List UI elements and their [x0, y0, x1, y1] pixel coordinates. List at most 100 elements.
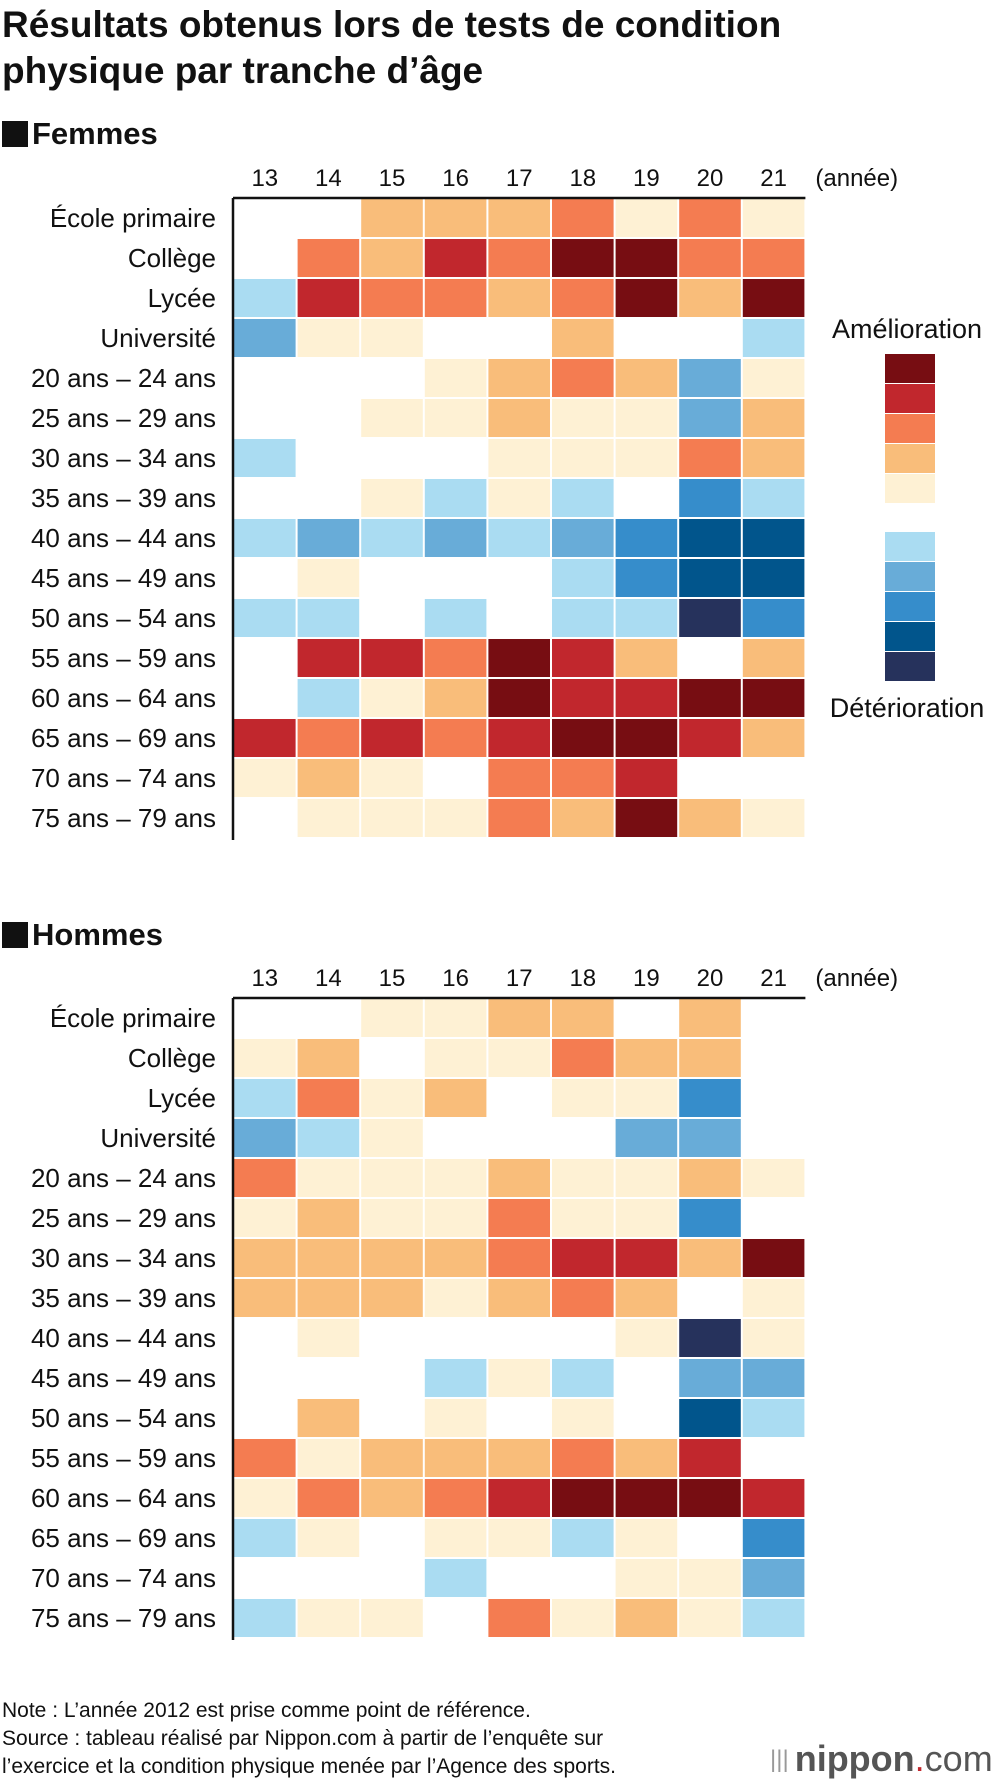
heatmap-cell — [742, 799, 805, 837]
heatmap-cell — [679, 999, 741, 1037]
x-tick-label: 21 — [760, 965, 787, 992]
heatmap-cell — [234, 719, 296, 757]
heatmap-cell — [297, 359, 360, 397]
legend-swatch — [885, 354, 935, 383]
heatmap-cell — [424, 679, 487, 717]
heatmap-cell — [552, 759, 614, 797]
heatmap-cell — [297, 679, 360, 717]
heatmap-cell — [297, 1519, 360, 1557]
heatmap-cell — [488, 1359, 550, 1397]
heatmap-cell — [361, 759, 423, 797]
note-text: Note : L’année 2012 est prise comme poin… — [2, 1699, 531, 1722]
heatmap-cell — [297, 1159, 360, 1197]
heatmap-cell — [424, 999, 487, 1037]
heatmap-cell — [488, 519, 550, 557]
heatmap-cell — [234, 1399, 296, 1437]
heatmap-cell — [424, 479, 487, 517]
heatmap-cell — [742, 1559, 805, 1597]
heatmap-cell — [615, 399, 678, 437]
heatmap-cell — [297, 759, 360, 797]
heatmap-cell — [488, 1399, 550, 1437]
heatmap-hommes: 13 14 15 16 17 18 19 20 21 (année) École primaire C… — [31, 965, 898, 1640]
heatmap-cell — [742, 1519, 805, 1557]
logo-bars-icon: ||| — [770, 1746, 789, 1773]
heatmap-cell — [615, 1199, 678, 1237]
heatmap-cell — [297, 719, 360, 757]
heatmap-cell — [488, 1039, 550, 1077]
heatmap-cell — [234, 479, 296, 517]
heatmap-cell — [361, 1599, 423, 1637]
heatmap-cell — [615, 1239, 678, 1277]
heatmap-cell — [488, 1079, 550, 1117]
heatmap-cell — [297, 279, 360, 317]
heatmap-femmes: 13 14 15 16 17 18 19 20 21 (année) École primaire C… — [31, 165, 898, 840]
heatmap-cell — [234, 1479, 296, 1517]
heatmap-cell — [488, 999, 550, 1037]
y-tick-label: 55 ans – 59 ans — [31, 643, 216, 673]
heatmap-cell — [742, 1439, 805, 1477]
heatmap-cell — [615, 1319, 678, 1357]
legend-deterioration-label: Détérioration — [830, 693, 985, 723]
heatmap-cell — [234, 399, 296, 437]
heatmap-cell — [361, 1039, 423, 1077]
heatmap-cell — [297, 559, 360, 597]
logo-main: nippon — [794, 1738, 915, 1779]
heatmap-cell — [742, 239, 805, 277]
y-tick-label: 75 ans – 79 ans — [31, 803, 216, 833]
heatmap-cell — [742, 199, 805, 237]
heatmap-cell — [297, 1399, 360, 1437]
heatmap-cell — [615, 1439, 678, 1477]
heatmap-cell — [742, 639, 805, 677]
heatmap-cell — [679, 1119, 741, 1157]
heatmap-cell — [361, 1319, 423, 1357]
heatmap-cell — [488, 399, 550, 437]
heatmap-cell — [552, 359, 614, 397]
heatmap-cell — [488, 1159, 550, 1197]
heatmap-cell — [679, 279, 741, 317]
heatmap-cell — [615, 999, 678, 1037]
heatmap-cell — [742, 1599, 805, 1637]
y-tick-label: 40 ans – 44 ans — [31, 1323, 216, 1353]
heatmap-cell — [615, 1399, 678, 1437]
source-line-1: Source : tableau réalisé par Nippon.com … — [2, 1727, 604, 1750]
y-tick-label: École primaire — [50, 203, 216, 233]
heatmap-cell — [234, 239, 296, 277]
heatmap-cell — [488, 479, 550, 517]
heatmap-cell — [297, 199, 360, 237]
heatmap-cell — [679, 439, 741, 477]
heatmap-cell — [424, 799, 487, 837]
heatmap-cell — [424, 719, 487, 757]
heatmap-cell — [488, 679, 550, 717]
heatmap-cell — [297, 239, 360, 277]
heatmap-cell — [615, 1519, 678, 1557]
heatmap-cell — [297, 1479, 360, 1517]
heatmap-cell — [488, 1439, 550, 1477]
y-tick-label: 75 ans – 79 ans — [31, 1603, 216, 1633]
heatmap-cell — [424, 759, 487, 797]
heatmap-cell — [552, 1359, 614, 1397]
heatmap-cell — [615, 239, 678, 277]
heatmap-cell — [297, 399, 360, 437]
heatmap-cell — [361, 799, 423, 837]
heatmap-cell — [488, 279, 550, 317]
heatmap-cell — [742, 1279, 805, 1317]
heatmap-cell — [488, 1119, 550, 1157]
heatmap-cell — [361, 359, 423, 397]
heatmap-cell — [234, 319, 296, 357]
heatmap-cell — [424, 1519, 487, 1557]
heatmap-cell — [615, 679, 678, 717]
heatmap-cell — [361, 639, 423, 677]
heatmap-cell — [361, 1439, 423, 1477]
heatmap-cell — [552, 399, 614, 437]
heatmap-cell — [297, 599, 360, 637]
heatmap-cell — [552, 1559, 614, 1597]
heatmap-cell — [742, 439, 805, 477]
heatmap-cell — [679, 719, 741, 757]
x-tick-label: 15 — [379, 965, 406, 992]
heatmap-cell — [234, 1119, 296, 1157]
heatmap-cell — [742, 319, 805, 357]
heatmap-cell — [552, 519, 614, 557]
x-tick-label: 17 — [506, 965, 533, 992]
heatmap-cell — [615, 759, 678, 797]
legend-swatch — [885, 592, 935, 621]
